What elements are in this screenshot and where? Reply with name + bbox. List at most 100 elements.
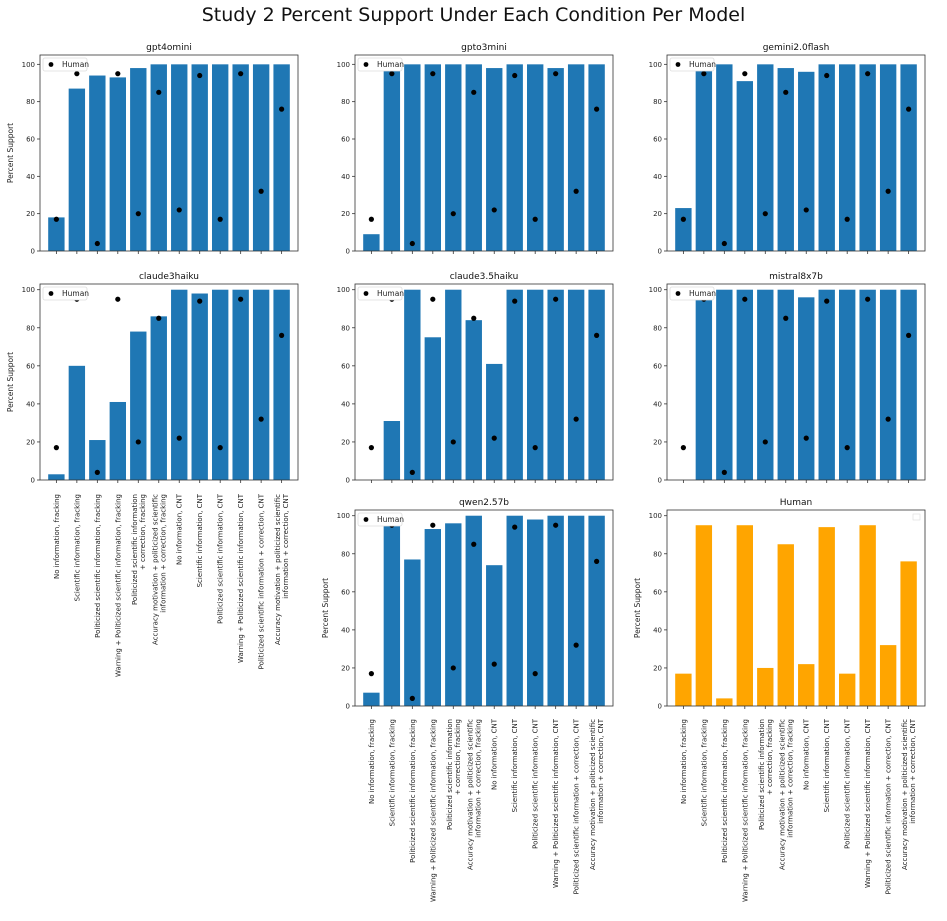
claude3-5haiku-bar-4 <box>445 289 462 480</box>
gemini2-0flash-human-point-10 <box>885 188 891 194</box>
claude3-5haiku-human-point-8 <box>532 445 538 451</box>
gpto3mini-human-point-9 <box>553 71 559 77</box>
category-label-line: Politicized scientific information <box>446 719 454 830</box>
y-tick-label: 60 <box>341 362 350 370</box>
category-label-line: + correction, fracking <box>454 719 462 795</box>
legend: Human <box>669 286 716 301</box>
claude3-5haiku-bar-2 <box>404 289 421 480</box>
human-bar-3 <box>736 525 753 706</box>
y-tick-label: 100 <box>337 512 350 520</box>
gemini2-0flash-human-point-5 <box>783 89 789 95</box>
legend-human-marker <box>675 291 681 296</box>
y-tick-label: 100 <box>649 61 662 69</box>
category-label-line: + correction, fracking <box>139 494 147 570</box>
y-tick-label: 40 <box>26 400 35 408</box>
gpt4omini-bar-1 <box>68 88 86 251</box>
gemini2-0flash-human-point-6 <box>803 207 809 213</box>
category-label-line: Accuracy motivation + politicized scient… <box>589 719 597 870</box>
category-label: Politicized scientific information, CNT <box>217 493 225 624</box>
category-label-line: No information, fracking <box>368 719 376 804</box>
category-label: Politicized scientific information + cor… <box>258 493 266 669</box>
mistral8x7b-bar-7 <box>818 289 835 480</box>
legend-box <box>357 512 403 527</box>
category-label: Scientific information, fracking <box>388 719 396 826</box>
claude3haiku-bar-6 <box>171 289 188 480</box>
category-label: Scientific information, fracking <box>73 494 81 601</box>
claude3-5haiku-human-point-6 <box>491 435 497 441</box>
category-label: Warning + Politicized scientific informa… <box>864 718 872 888</box>
mistral8x7b-human-point-10 <box>885 416 891 422</box>
mistral8x7b-human-point-4 <box>762 439 768 445</box>
plot-frame <box>354 509 614 707</box>
gpt4omini-human-point-9 <box>238 71 244 77</box>
qwen2-57b-bar-11 <box>588 515 605 706</box>
category-label: No information, CNT <box>803 718 811 790</box>
category-label-line: Politicized scientific information <box>131 494 139 605</box>
qwen2-57b-human-point-6 <box>491 661 497 667</box>
gemini2-0flash-bar-9 <box>859 64 876 251</box>
qwen2-57b-bar-10 <box>567 515 585 706</box>
category-label: Politicized scientific information, frac… <box>721 719 729 863</box>
legend-label: Human <box>689 289 716 298</box>
category-label-line: Scientific information, fracking <box>73 494 81 601</box>
category-label: Accuracy motivation + politicized scient… <box>274 493 290 645</box>
y-tick-label: 20 <box>26 438 35 446</box>
gpto3mini-bar-8 <box>527 64 544 251</box>
mistral8x7b-human-point-6 <box>803 435 809 441</box>
category-label: Warning + Politicized scientific informa… <box>552 718 560 888</box>
legend: Human <box>357 512 404 527</box>
mistral8x7b-bar-11 <box>900 289 917 480</box>
y-tick-label: 60 <box>653 362 662 370</box>
chart-claude3-5haiku: claude3.5haiku 0 20 40 60 80 100 Human <box>337 272 614 485</box>
category-label-line: Politicized scientific information, frac… <box>721 719 729 863</box>
category-label: Scientific information, CNT <box>196 493 204 587</box>
gpto3mini-bar-11 <box>588 64 605 251</box>
mistral8x7b-human-point-8 <box>844 445 850 451</box>
qwen2-57b-bar-5 <box>465 515 482 706</box>
gpto3mini-human-point-10 <box>573 188 579 194</box>
category-label-line: Warning + Politicized scientific informa… <box>114 494 122 677</box>
gpt4omini-human-point-1 <box>74 71 80 77</box>
qwen2-57b-human-point-5 <box>471 541 477 547</box>
gemini2-0flash-bar-0 <box>675 208 692 251</box>
gemini2-0flash-bar-3 <box>736 81 753 251</box>
human-bar-1 <box>695 525 713 706</box>
category-axis-mid: No information, fracking Scientific infor… <box>368 718 605 902</box>
claude3haiku-human-point-11 <box>279 332 285 338</box>
y-axis-label: Percent Support <box>6 123 15 183</box>
human-bar-10 <box>879 645 897 706</box>
mistral8x7b-human-point-3 <box>742 296 748 302</box>
qwen2-57b-bar-6 <box>486 565 503 706</box>
gpto3mini-bar-4 <box>445 64 462 251</box>
mistral8x7b-bar-5 <box>777 289 794 480</box>
y-tick-label: 60 <box>26 136 35 144</box>
chart-human: Human 0 20 40 60 80 100 Percent Support <box>633 498 926 711</box>
qwen2-57b-bar-1 <box>383 515 401 706</box>
y-tick-label: 60 <box>653 136 662 144</box>
y-tick-label: 100 <box>337 61 350 69</box>
claude3haiku-human-point-5 <box>156 315 162 321</box>
category-label-line: information + correction, CNT <box>909 718 917 823</box>
category-label-line: Accuracy motivation + politicized scient… <box>151 494 159 645</box>
category-label-line: Politicized scientific information <box>758 719 766 830</box>
y-tick-label: 20 <box>341 438 350 446</box>
gpto3mini-bar-10 <box>567 64 585 251</box>
legend-label: Human <box>377 515 404 524</box>
gemini2-0flash-human-point-4 <box>762 211 768 217</box>
panel-gemini2-0flash: gemini2.0flash 0 20 40 60 80 100 Human <box>627 38 927 263</box>
category-label-line: information + correction, fracking <box>159 494 167 613</box>
legend-human-marker <box>48 62 54 67</box>
mistral8x7b-bar-1 <box>695 289 713 480</box>
plot-frame <box>354 283 614 481</box>
y-tick-label: 80 <box>653 98 662 106</box>
mistral8x7b-bar-2 <box>716 289 733 480</box>
category-labels-left: No information, fracking Scientific infor… <box>0 488 300 677</box>
gpt4omini-human-point-11 <box>279 106 285 112</box>
chart-gpto3mini: gpto3mini 0 20 40 60 80 100 Human <box>337 43 614 256</box>
y-tick-label: 0 <box>346 703 350 711</box>
panel-title: gpto3mini <box>461 43 507 53</box>
qwen2-57b-human-point-7 <box>512 524 518 530</box>
gemini2-0flash-bar-10 <box>879 64 897 251</box>
y-tick-label: 0 <box>658 703 662 711</box>
claude3-5haiku-bar-10 <box>567 289 585 480</box>
